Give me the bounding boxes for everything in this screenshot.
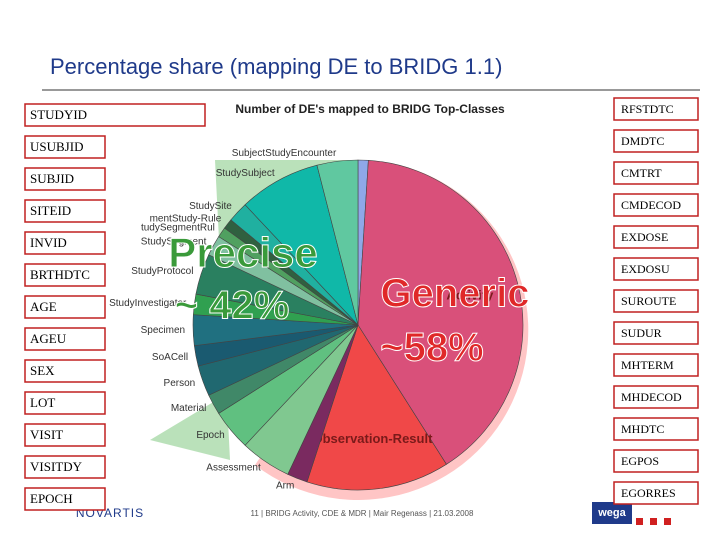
- field-box: [613, 481, 699, 505]
- field-box: [24, 135, 106, 159]
- field-box: [24, 359, 106, 383]
- pie-slice: [316, 159, 359, 326]
- field-label: EGPOS: [621, 454, 659, 468]
- slice-label: Activity: [446, 288, 494, 303]
- field-label: SEX: [30, 363, 55, 378]
- logo-dot: [650, 518, 657, 525]
- field-box: [24, 455, 106, 479]
- field-box: [613, 353, 699, 377]
- field-box: [24, 103, 206, 127]
- slice-label: Material: [171, 403, 207, 414]
- field-box: [24, 263, 106, 287]
- field-box: [24, 391, 106, 415]
- generic-label: Generic: [381, 272, 530, 316]
- pie-slice: [357, 160, 524, 465]
- field-box: [613, 385, 699, 409]
- field-label: AGE: [30, 299, 57, 314]
- slice-label: Observation-Result: [313, 431, 434, 446]
- field-label: EXDOSU: [621, 262, 670, 276]
- field-label: INVID: [30, 235, 67, 250]
- field-label: EXDOSE: [621, 230, 668, 244]
- field-box: [613, 97, 699, 121]
- field-box: [24, 423, 106, 447]
- field-box: [613, 257, 699, 281]
- field-box: [24, 327, 106, 351]
- slice-label: tudySegmentRul: [141, 222, 215, 233]
- slice-label: StudyInvestigator: [109, 298, 187, 309]
- field-label: VISIT: [30, 427, 63, 442]
- slice-label: SoACell: [152, 352, 188, 363]
- right-logo: wega: [597, 507, 626, 519]
- field-label: SUBJID: [30, 171, 74, 186]
- field-label: SUDUR: [621, 326, 662, 340]
- field-label: LOT: [30, 395, 55, 410]
- field-box: [613, 161, 699, 185]
- slice-label: StudySegment: [141, 236, 207, 247]
- chart-title: Number of DE's mapped to BRIDG Top-Class…: [235, 102, 505, 116]
- slice-label: Arm: [276, 480, 294, 491]
- field-box: [613, 225, 699, 249]
- field-box: [24, 199, 106, 223]
- field-label: MHDTC: [621, 422, 664, 436]
- generic-value: ~58%: [380, 326, 483, 370]
- precise-value: ~ 42%: [175, 284, 290, 328]
- field-box: [613, 449, 699, 473]
- field-label: CMTRT: [621, 166, 662, 180]
- field-label: MHDECOD: [621, 390, 682, 404]
- logo-dot: [664, 518, 671, 525]
- field-label: BRTHDTC: [30, 267, 90, 282]
- field-box: [613, 417, 699, 441]
- field-label: RFSTDTC: [621, 102, 674, 116]
- field-label: EPOCH: [30, 491, 73, 506]
- slice-label: Assessment: [206, 463, 261, 474]
- field-label: DMDTC: [621, 134, 664, 148]
- field-box: [24, 487, 106, 511]
- field-box: [613, 129, 699, 153]
- field-label: EGORRES: [621, 486, 676, 500]
- slice-label: StudySite: [189, 201, 232, 212]
- slice-label: mentStudy-Rule: [150, 214, 222, 225]
- precise-label: Precise: [168, 229, 317, 276]
- field-box: [24, 167, 106, 191]
- field-label: SUROUTE: [621, 294, 676, 308]
- slide-title: Percentage share (mapping DE to BRIDG 1.…: [50, 54, 502, 79]
- field-label: USUBJID: [30, 139, 83, 154]
- field-box: [613, 321, 699, 345]
- field-box: [24, 231, 106, 255]
- field-box: [24, 295, 106, 319]
- slice-label: Person: [164, 378, 196, 389]
- pie-slice: [306, 324, 447, 491]
- slice-label: StudyProtocol: [131, 266, 193, 277]
- logo-dot: [636, 518, 643, 525]
- field-label: MHTERM: [621, 358, 674, 372]
- field-box: [613, 193, 699, 217]
- field-label: SITEID: [30, 203, 71, 218]
- right-logo-box: [592, 502, 632, 524]
- slice-label: Specimen: [141, 325, 185, 336]
- field-label: STUDYID: [30, 107, 87, 122]
- field-label: VISITDY: [30, 459, 83, 474]
- field-label: CMDECOD: [621, 198, 681, 212]
- slice-label: Epoch: [196, 430, 224, 441]
- field-label: AGEU: [30, 331, 67, 346]
- field-box: [613, 289, 699, 313]
- slice-label: StudySubject: [216, 168, 275, 179]
- footer: 11 | BRIDG Activity, CDE & MDR | Mair Re…: [251, 509, 474, 518]
- slice-label: SubjectStudyEncounter: [232, 148, 337, 159]
